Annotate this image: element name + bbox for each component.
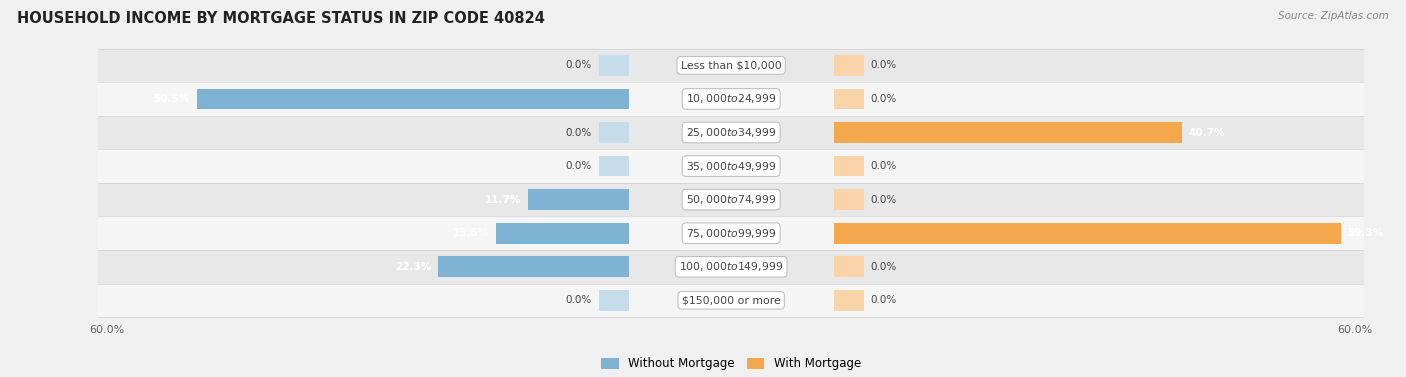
Text: 0.0%: 0.0% <box>870 60 897 70</box>
Bar <box>834 223 1341 244</box>
Bar <box>834 156 863 176</box>
Text: 0.0%: 0.0% <box>870 94 897 104</box>
Bar <box>98 82 1364 116</box>
Bar <box>437 256 628 277</box>
Text: 50.5%: 50.5% <box>153 94 190 104</box>
Text: 59.3%: 59.3% <box>1347 228 1384 238</box>
Bar <box>98 149 1364 183</box>
Text: 0.0%: 0.0% <box>565 60 592 70</box>
Bar <box>834 55 863 76</box>
Text: 22.3%: 22.3% <box>395 262 432 272</box>
Legend: Without Mortgage, With Mortgage: Without Mortgage, With Mortgage <box>596 352 866 375</box>
Bar <box>599 156 628 176</box>
Text: $35,000 to $49,999: $35,000 to $49,999 <box>686 159 776 173</box>
Bar <box>98 216 1364 250</box>
Bar <box>834 256 863 277</box>
Bar <box>98 49 1364 82</box>
Bar <box>98 116 1364 149</box>
Text: $150,000 or more: $150,000 or more <box>682 295 780 305</box>
Text: 0.0%: 0.0% <box>565 161 592 171</box>
Text: Less than $10,000: Less than $10,000 <box>681 60 782 70</box>
Text: 0.0%: 0.0% <box>565 295 592 305</box>
Bar <box>834 290 863 311</box>
Text: $10,000 to $24,999: $10,000 to $24,999 <box>686 92 776 106</box>
Bar <box>98 183 1364 216</box>
Text: Source: ZipAtlas.com: Source: ZipAtlas.com <box>1278 11 1389 21</box>
Text: 11.7%: 11.7% <box>485 195 522 205</box>
Text: 0.0%: 0.0% <box>870 161 897 171</box>
Text: 0.0%: 0.0% <box>870 195 897 205</box>
Bar <box>834 189 863 210</box>
Bar <box>529 189 628 210</box>
Text: $100,000 to $149,999: $100,000 to $149,999 <box>679 260 783 273</box>
Bar <box>834 122 1181 143</box>
Text: 15.5%: 15.5% <box>453 228 489 238</box>
Bar <box>599 290 628 311</box>
Text: 0.0%: 0.0% <box>565 127 592 138</box>
Text: HOUSEHOLD INCOME BY MORTGAGE STATUS IN ZIP CODE 40824: HOUSEHOLD INCOME BY MORTGAGE STATUS IN Z… <box>17 11 544 26</box>
Text: $25,000 to $34,999: $25,000 to $34,999 <box>686 126 776 139</box>
Bar <box>197 89 628 109</box>
Bar <box>98 250 1364 284</box>
Bar <box>599 55 628 76</box>
Text: 0.0%: 0.0% <box>870 295 897 305</box>
Bar <box>496 223 628 244</box>
Bar <box>834 89 863 109</box>
Bar <box>98 284 1364 317</box>
Text: 40.7%: 40.7% <box>1188 127 1225 138</box>
Text: $75,000 to $99,999: $75,000 to $99,999 <box>686 227 776 240</box>
Bar <box>599 122 628 143</box>
Text: 0.0%: 0.0% <box>870 262 897 272</box>
Text: $50,000 to $74,999: $50,000 to $74,999 <box>686 193 776 206</box>
